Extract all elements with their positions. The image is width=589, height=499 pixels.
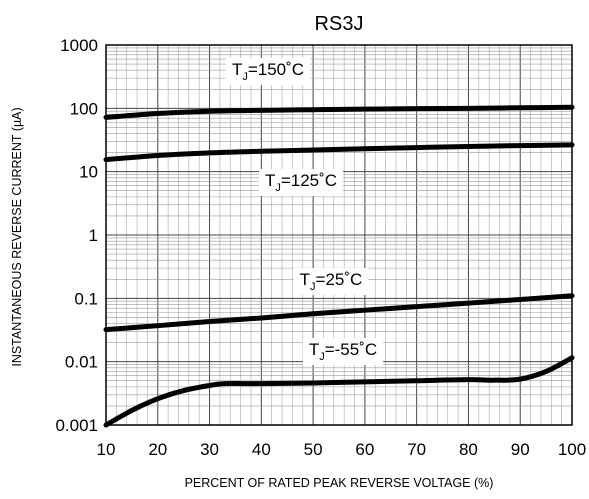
grid <box>105 45 573 426</box>
series-line <box>103 104 575 120</box>
series-label: TJ=125˚C <box>265 171 337 194</box>
x-tick-label: 50 <box>304 440 323 459</box>
series-label-background <box>225 58 311 85</box>
x-tick-label: 90 <box>511 440 530 459</box>
y-tick-label: 0.001 <box>55 416 98 435</box>
x-tick-label: 100 <box>558 440 586 459</box>
series-label-background <box>258 169 344 196</box>
series-line <box>103 142 575 163</box>
chart-title: RS3J <box>315 13 364 35</box>
series-line <box>103 293 575 333</box>
x-tick-label: 30 <box>200 440 219 459</box>
y-axis: 0.001 0.01 0.1 1 10 100 1000 <box>55 36 98 435</box>
y-tick-label: 1000 <box>60 36 98 55</box>
series-group <box>103 104 575 428</box>
series-label-background <box>302 338 384 365</box>
x-axis: 10 20 30 40 50 60 70 80 90 100 <box>97 440 587 459</box>
plot-frame <box>105 44 573 426</box>
x-tick-label: 60 <box>355 440 374 459</box>
series-line <box>103 355 575 428</box>
x-tick-label: 80 <box>459 440 478 459</box>
x-tick-label: 20 <box>148 440 167 459</box>
y-tick-label: 10 <box>79 163 98 182</box>
series-label: TJ=25˚C <box>300 270 363 293</box>
series-label: TJ=-55˚C <box>309 340 377 363</box>
series-label-background <box>293 268 369 295</box>
y-tick-label: 100 <box>70 99 98 118</box>
x-tick-label: 70 <box>407 440 426 459</box>
y-tick-label: 1 <box>89 226 98 245</box>
series-labels: TJ=150˚C TJ=125˚C TJ=25˚C TJ=-55˚C <box>225 58 384 365</box>
y-tick-label: 0.1 <box>74 289 98 308</box>
x-tick-label: 40 <box>252 440 271 459</box>
y-axis-label: INSTANTANEOUS REVERSE CURRENT (µA) <box>10 107 24 366</box>
series-label: TJ=150˚C <box>232 60 304 83</box>
x-axis-label: PERCENT OF RATED PEAK REVERSE VOLTAGE (%… <box>185 476 494 490</box>
y-tick-label: 0.01 <box>65 353 98 372</box>
x-tick-label: 10 <box>97 440 116 459</box>
